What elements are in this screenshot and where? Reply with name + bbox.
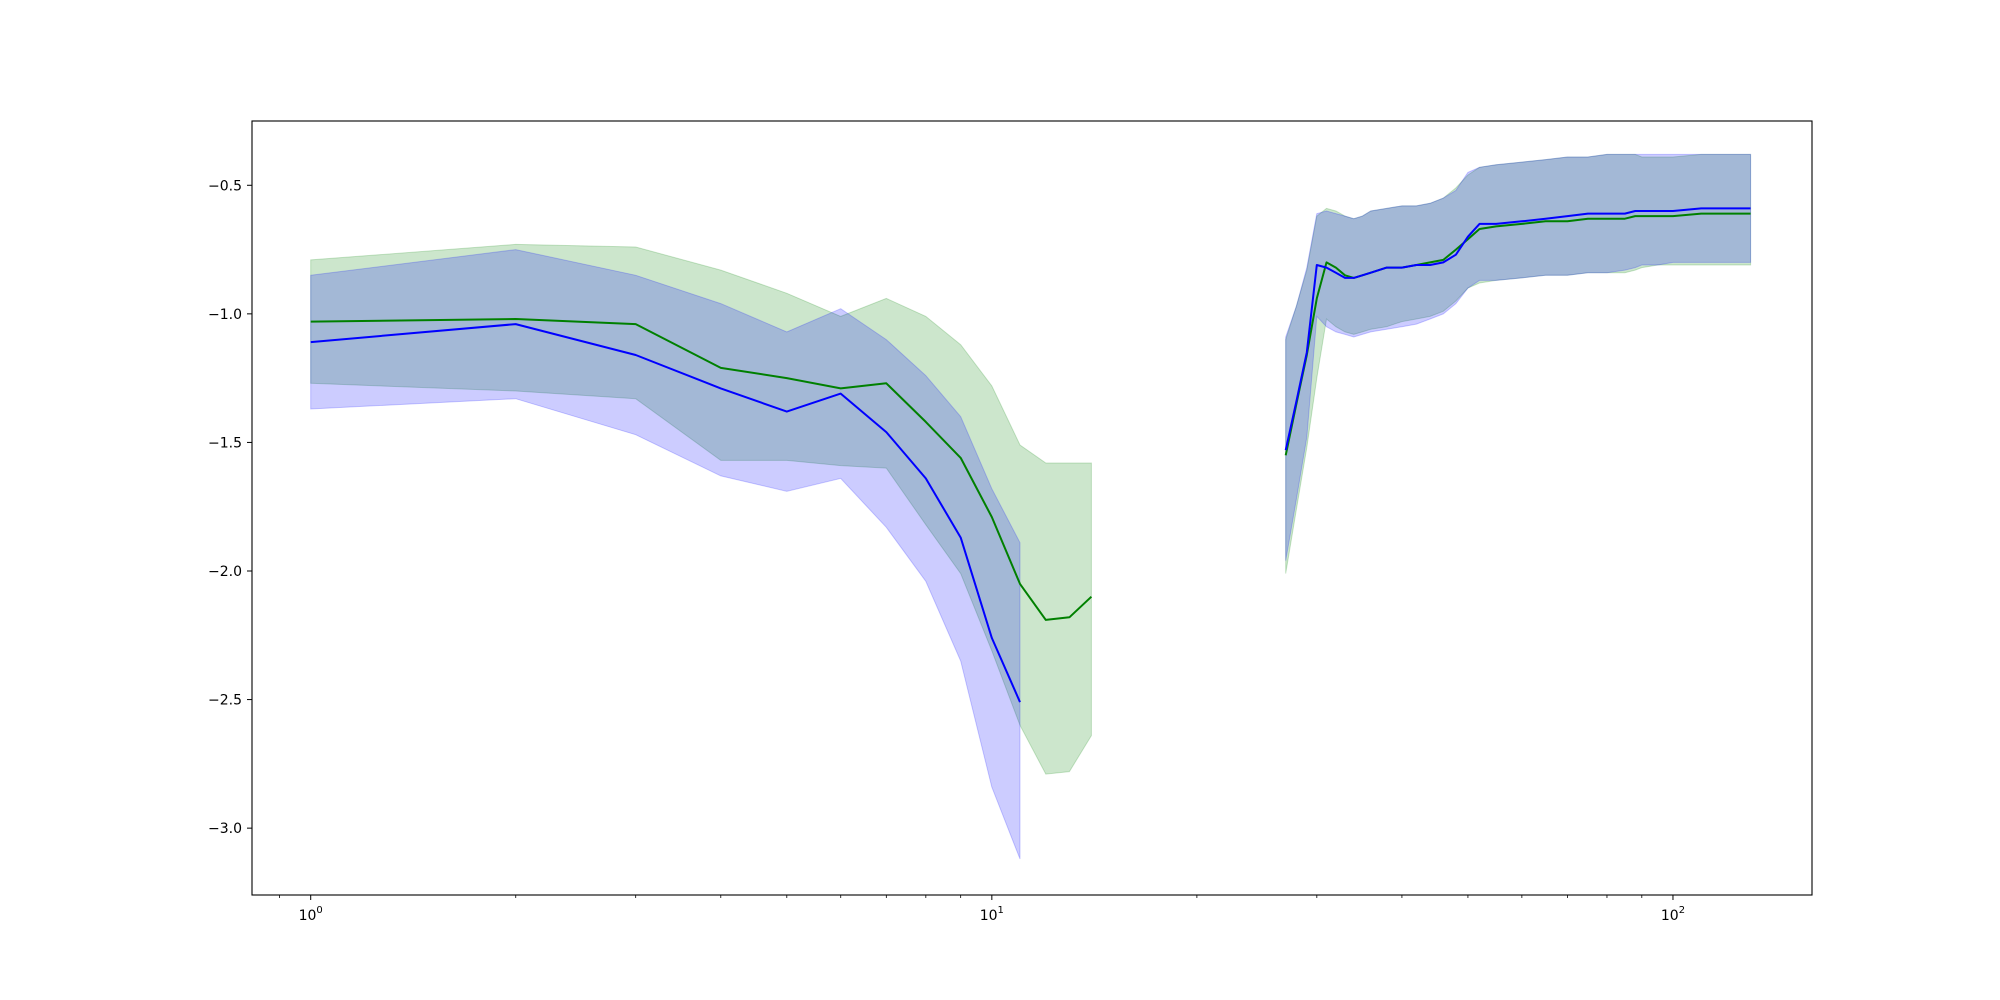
y-axis: −0.5 −1.0 −1.5 −2.0 −2.5 −3.0 bbox=[208, 178, 252, 837]
y-tick-label: −1.5 bbox=[208, 435, 242, 451]
x-tick-label: 101 bbox=[980, 905, 1004, 924]
y-tick-label: −3.0 bbox=[208, 821, 242, 837]
series-lines bbox=[310, 207, 1751, 703]
line-series-1-segment-0 bbox=[310, 323, 1021, 703]
line-series-1-segment-1 bbox=[1284, 207, 1751, 451]
band-series-1-segment-0 bbox=[310, 249, 1021, 860]
y-tick-label: −2.0 bbox=[208, 564, 242, 580]
y-tick-label: −1.0 bbox=[208, 307, 242, 323]
x-tick-label: 100 bbox=[299, 905, 323, 924]
x-axis: 100 101 102 bbox=[279, 895, 1685, 924]
x-tick-label: 102 bbox=[1661, 905, 1685, 924]
band-series-0-segment-0 bbox=[310, 243, 1092, 775]
y-tick-label: −2.5 bbox=[208, 693, 242, 709]
y-tick-label: −0.5 bbox=[208, 178, 242, 194]
plot-frame bbox=[251, 120, 1813, 896]
line-series-0-segment-0 bbox=[310, 318, 1093, 621]
band-series-0-segment-1 bbox=[1285, 153, 1752, 574]
band-series-1-segment-1 bbox=[1285, 153, 1752, 561]
confidence-bands bbox=[310, 153, 1752, 860]
